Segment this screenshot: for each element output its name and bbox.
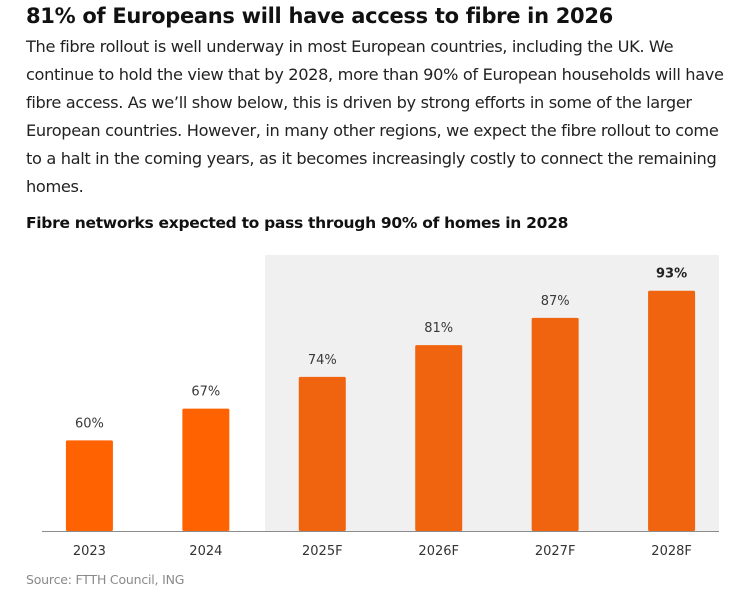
bar-2028f (648, 290, 696, 531)
bar-2026f (415, 345, 463, 531)
x-tick-2026f: 2026F (418, 544, 459, 559)
chart-title: Fibre networks expected to pass through … (26, 214, 569, 232)
x-tick-labels-group: 2023 2024 2025F 2026F 2027F 2028F (73, 544, 692, 559)
x-tick-2028f: 2028F (651, 544, 692, 559)
x-tick-2024: 2024 (189, 544, 222, 559)
bars-group (65, 290, 696, 531)
data-label-2028f: 93% (656, 267, 687, 282)
data-label-2025f: 74% (308, 353, 337, 368)
x-tick-2025f: 2025F (302, 544, 343, 559)
data-labels-group: 60% 67% 74% 81% 87% 93% (75, 267, 687, 432)
x-tick-2027f: 2027F (535, 544, 576, 559)
bar-2023 (65, 440, 113, 531)
x-tick-2023: 2023 (73, 544, 106, 559)
data-label-2023: 60% (75, 416, 104, 431)
article-heading: 81% of Europeans will have access to fib… (26, 4, 613, 28)
bar-2024 (182, 408, 230, 531)
article-paragraph: The fibre rollout is well underway in mo… (26, 37, 724, 196)
chart-source: Source: FTTH Council, ING (26, 572, 185, 587)
data-label-2024: 67% (191, 385, 220, 400)
bar-2025f (298, 376, 346, 531)
bar-2027f (531, 317, 579, 531)
data-label-2026f: 81% (424, 321, 453, 336)
data-label-2027f: 87% (541, 294, 570, 309)
